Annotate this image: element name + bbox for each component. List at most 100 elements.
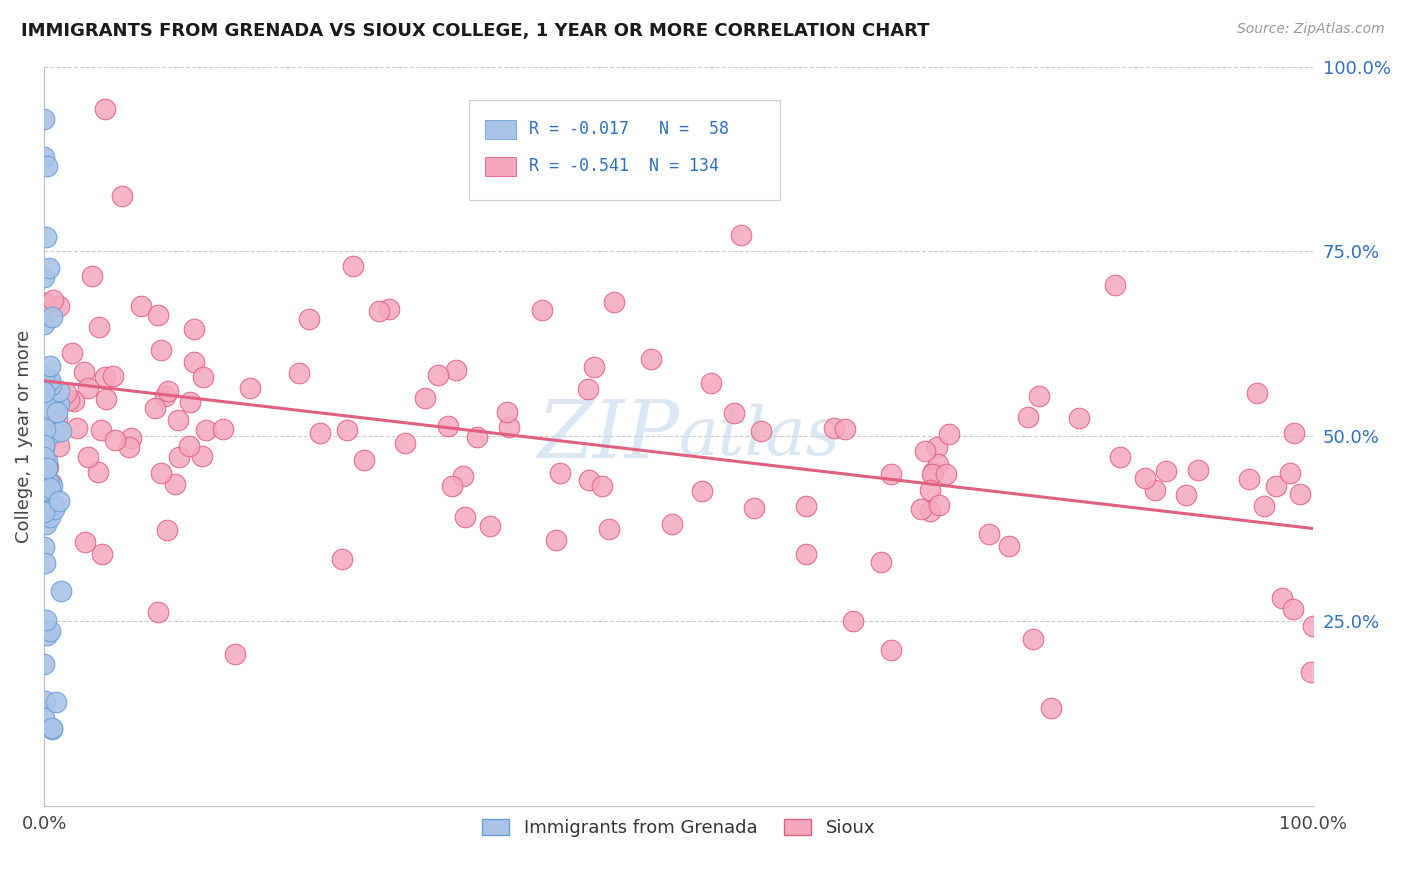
Point xyxy=(1028,389,1050,403)
Point xyxy=(146,605,169,619)
Point xyxy=(42,293,65,308)
Point xyxy=(239,381,262,395)
Point xyxy=(742,500,765,515)
Point xyxy=(1104,277,1126,292)
Text: R = -0.017   N =  58: R = -0.017 N = 58 xyxy=(529,120,728,138)
Point xyxy=(576,382,599,396)
Point xyxy=(938,427,960,442)
Point xyxy=(32,505,55,519)
Point xyxy=(34,498,56,512)
Point xyxy=(870,555,893,569)
Point xyxy=(183,322,205,336)
Point xyxy=(48,299,70,313)
Point xyxy=(129,299,152,313)
Point xyxy=(32,317,55,331)
Point xyxy=(73,365,96,379)
Point xyxy=(1109,450,1132,465)
Point xyxy=(921,465,943,479)
Point xyxy=(118,440,141,454)
Point xyxy=(444,362,467,376)
Point xyxy=(38,624,60,638)
Point xyxy=(191,450,214,464)
Point xyxy=(336,423,359,437)
Point xyxy=(32,440,55,454)
Point xyxy=(32,385,55,400)
Point xyxy=(591,479,613,493)
Point xyxy=(32,368,55,383)
Point xyxy=(498,420,520,434)
Point xyxy=(48,493,70,508)
Point xyxy=(1067,411,1090,425)
Point xyxy=(998,539,1021,553)
Point xyxy=(690,484,713,499)
Point xyxy=(1187,463,1209,477)
Point xyxy=(342,260,364,274)
Point xyxy=(42,498,65,512)
Point xyxy=(880,467,903,482)
Point xyxy=(32,657,55,672)
Point xyxy=(153,389,176,403)
Point xyxy=(823,421,845,435)
Point xyxy=(921,467,943,482)
Point xyxy=(495,405,517,419)
Point xyxy=(1144,483,1167,497)
Text: R = -0.541  N = 134: R = -0.541 N = 134 xyxy=(529,157,718,176)
Point xyxy=(77,381,100,395)
Point xyxy=(1237,472,1260,486)
Point xyxy=(842,614,865,628)
Point xyxy=(48,397,70,411)
Point xyxy=(834,422,856,436)
Point xyxy=(35,230,58,244)
Point xyxy=(1135,471,1157,485)
Point xyxy=(49,425,72,439)
Point xyxy=(794,500,817,514)
Point xyxy=(120,431,142,445)
Point xyxy=(1246,386,1268,401)
Point xyxy=(58,392,80,407)
Point xyxy=(35,454,58,468)
Point xyxy=(37,159,59,173)
Point xyxy=(163,477,186,491)
Point xyxy=(454,509,477,524)
Point xyxy=(394,436,416,450)
Text: Source: ZipAtlas.com: Source: ZipAtlas.com xyxy=(1237,22,1385,37)
Point xyxy=(1154,464,1177,478)
Point xyxy=(34,557,56,571)
Point xyxy=(602,295,624,310)
Point xyxy=(38,376,60,390)
Point xyxy=(34,422,56,436)
Point xyxy=(41,722,63,736)
Point xyxy=(1281,602,1303,616)
Point xyxy=(353,453,375,467)
Point xyxy=(32,540,55,554)
Point xyxy=(723,406,745,420)
Point xyxy=(38,509,60,524)
Point xyxy=(60,345,83,359)
Point xyxy=(94,102,117,116)
Point xyxy=(32,112,55,126)
Point xyxy=(37,261,59,276)
Point xyxy=(63,394,86,409)
Point xyxy=(41,479,63,493)
Point xyxy=(330,552,353,566)
Point xyxy=(544,533,567,548)
Point xyxy=(45,405,67,419)
Y-axis label: College, 1 year or more: College, 1 year or more xyxy=(15,329,32,542)
Point xyxy=(179,394,201,409)
Point xyxy=(90,547,112,561)
Point xyxy=(35,496,58,510)
Point xyxy=(451,469,474,483)
Point xyxy=(34,489,56,503)
Point xyxy=(32,483,55,498)
Point xyxy=(308,425,330,440)
Point xyxy=(89,319,111,334)
Point xyxy=(1017,409,1039,424)
Point xyxy=(413,391,436,405)
Point xyxy=(34,694,56,708)
Point xyxy=(478,519,501,533)
Point xyxy=(37,431,59,445)
Point xyxy=(183,355,205,369)
Point xyxy=(143,401,166,416)
Point xyxy=(298,311,321,326)
Point xyxy=(87,465,110,479)
